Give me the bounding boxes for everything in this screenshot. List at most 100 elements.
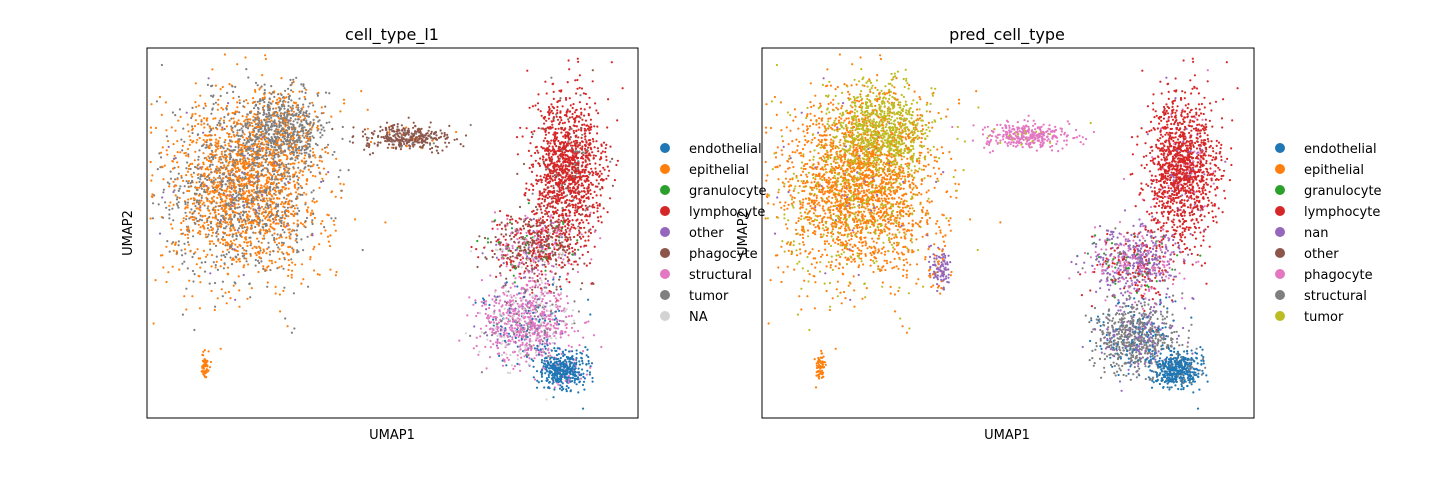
scatter-point: [177, 201, 180, 204]
scatter-point: [278, 117, 281, 120]
scatter-point: [281, 132, 284, 135]
scatter-point: [552, 97, 555, 100]
scatter-point: [600, 221, 603, 224]
scatter-point: [219, 169, 222, 172]
scatter-point: [282, 223, 285, 226]
scatter-point: [604, 147, 607, 150]
scatter-point: [294, 171, 297, 174]
scatter-point: [245, 260, 248, 263]
scatter-point: [273, 167, 276, 170]
scatter-point: [568, 210, 572, 213]
scatter-point: [241, 220, 244, 223]
scatter-point: [234, 175, 237, 178]
scatter-point: [585, 219, 588, 222]
scatter-point: [243, 154, 246, 157]
scatter-point: [546, 140, 549, 143]
scatter-point: [270, 102, 273, 105]
scatter-point: [552, 186, 555, 190]
scatter-point: [209, 248, 212, 251]
scatter-point: [272, 181, 275, 184]
scatter-point: [301, 170, 305, 173]
scatter-point: [194, 222, 197, 225]
scatter-point: [300, 282, 303, 285]
scatter-point: [169, 223, 173, 226]
scatter-point: [263, 118, 266, 121]
scatter-point: [198, 186, 201, 189]
scatter-point: [320, 232, 323, 235]
scatter-point: [215, 165, 218, 168]
scatter-point: [173, 154, 176, 157]
scatter-point: [262, 132, 265, 135]
scatter-point: [302, 249, 305, 252]
scatter-point: [262, 265, 265, 268]
scatter-point: [305, 160, 308, 163]
scatter-point: [185, 180, 188, 183]
scatter-point: [223, 166, 226, 169]
scatter-point: [237, 152, 240, 155]
scatter-point: [222, 236, 225, 239]
scatter-point: [289, 152, 292, 156]
scatter-point: [299, 222, 303, 225]
scatter-point: [198, 218, 202, 221]
scatter-point: [206, 186, 209, 189]
scatter-point: [174, 114, 177, 117]
scatter-point: [275, 125, 278, 128]
scatter-point: [289, 117, 292, 120]
scatter-point: [415, 136, 418, 139]
scatter-point: [521, 135, 524, 138]
scatter-point: [544, 168, 548, 171]
scatter-point: [218, 158, 221, 161]
scatter-point: [191, 128, 194, 132]
scatter-point: [566, 81, 569, 84]
scatter-point: [219, 177, 222, 180]
scatter-point: [214, 205, 217, 208]
scatter-point: [562, 187, 565, 190]
scatter-point: [236, 106, 239, 109]
scatter-point: [239, 190, 242, 193]
scatter-point: [277, 153, 280, 156]
scatter-point: [602, 207, 605, 210]
scatter-point: [262, 143, 266, 146]
scatter-point: [157, 203, 160, 206]
scatter-point: [191, 141, 194, 144]
scatter-point: [411, 142, 414, 145]
scatter-point: [199, 94, 202, 97]
scatter-point: [231, 195, 234, 199]
scatter-point: [202, 201, 205, 204]
scatter-point: [276, 267, 279, 270]
scatter-point: [272, 221, 275, 224]
scatter-point: [209, 190, 212, 193]
scatter-point: [279, 138, 283, 141]
scatter-point: [316, 124, 319, 128]
scatter-point: [177, 119, 180, 122]
scatter-point: [187, 236, 190, 240]
scatter-point: [184, 202, 187, 206]
scatter-point: [311, 222, 314, 226]
scatter-point: [203, 349, 206, 352]
scatter-point: [260, 184, 263, 187]
scatter-point: [246, 213, 249, 217]
scatter-point: [251, 247, 254, 250]
scatter-point: [172, 241, 175, 244]
scatter-point: [175, 202, 178, 205]
scatter-point: [286, 325, 289, 328]
scatter-point: [440, 132, 443, 135]
scatter-point: [254, 252, 257, 255]
scatter-point: [150, 179, 153, 182]
scatter-point: [245, 177, 248, 180]
scatter-point: [214, 178, 217, 181]
scatter-point: [218, 204, 222, 208]
scatter-point: [572, 181, 575, 184]
scatter-point: [222, 147, 225, 150]
scatter-point: [551, 123, 554, 126]
scatter-point: [568, 183, 571, 186]
scatter-point: [171, 160, 175, 163]
scatter-point: [227, 169, 230, 172]
scatter-point: [293, 162, 296, 165]
scatter-point: [249, 147, 253, 150]
scatter-point: [173, 185, 176, 188]
scatter-point: [203, 204, 206, 207]
scatter-point: [273, 238, 276, 241]
scatter-point: [235, 199, 238, 202]
scatter-point: [254, 90, 257, 93]
